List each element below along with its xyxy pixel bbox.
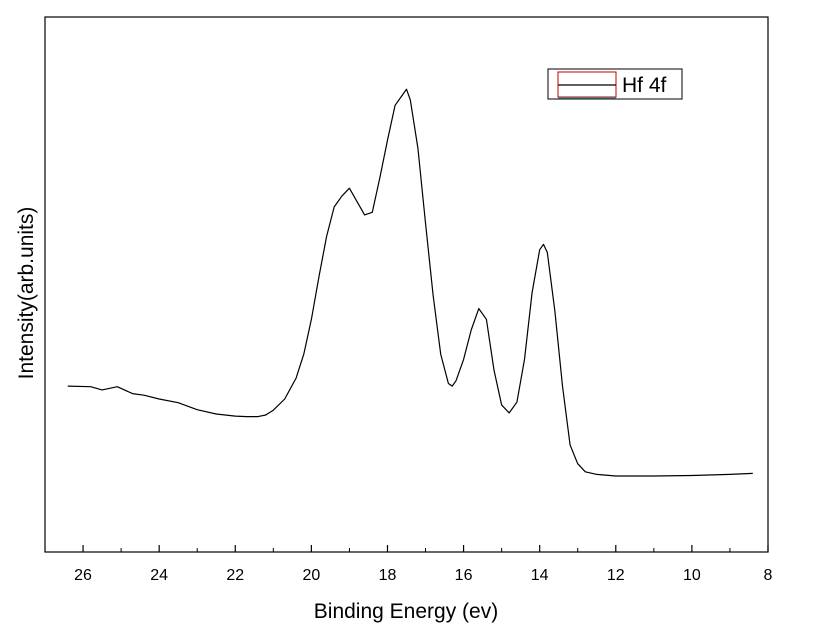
legend: Hf 4f bbox=[547, 68, 683, 100]
x-axis: 26 24 22 20 18 16 14 12 10 8 bbox=[74, 545, 773, 584]
x-tick-label: 26 bbox=[74, 567, 92, 584]
x-tick-label: 16 bbox=[455, 567, 473, 584]
series-group bbox=[67, 88, 753, 477]
legend-label: Hf 4f bbox=[622, 74, 667, 97]
x-tick-label: 20 bbox=[302, 567, 320, 584]
x-tick-label: 22 bbox=[226, 567, 244, 584]
x-tick-label: 10 bbox=[683, 567, 701, 584]
plot-frame bbox=[44, 16, 769, 553]
x-tick-label: 12 bbox=[607, 567, 625, 584]
y-axis-title: Intensity(arb.units) bbox=[15, 207, 38, 380]
legend-box bbox=[547, 68, 683, 100]
x-tick-label: 8 bbox=[764, 567, 773, 584]
x-tick-label: 18 bbox=[379, 567, 397, 584]
series-line bbox=[67, 88, 753, 477]
x-axis-title: Binding Energy (ev) bbox=[314, 600, 498, 623]
x-tick-label: 14 bbox=[531, 567, 549, 584]
x-tick-label: 24 bbox=[150, 567, 168, 584]
